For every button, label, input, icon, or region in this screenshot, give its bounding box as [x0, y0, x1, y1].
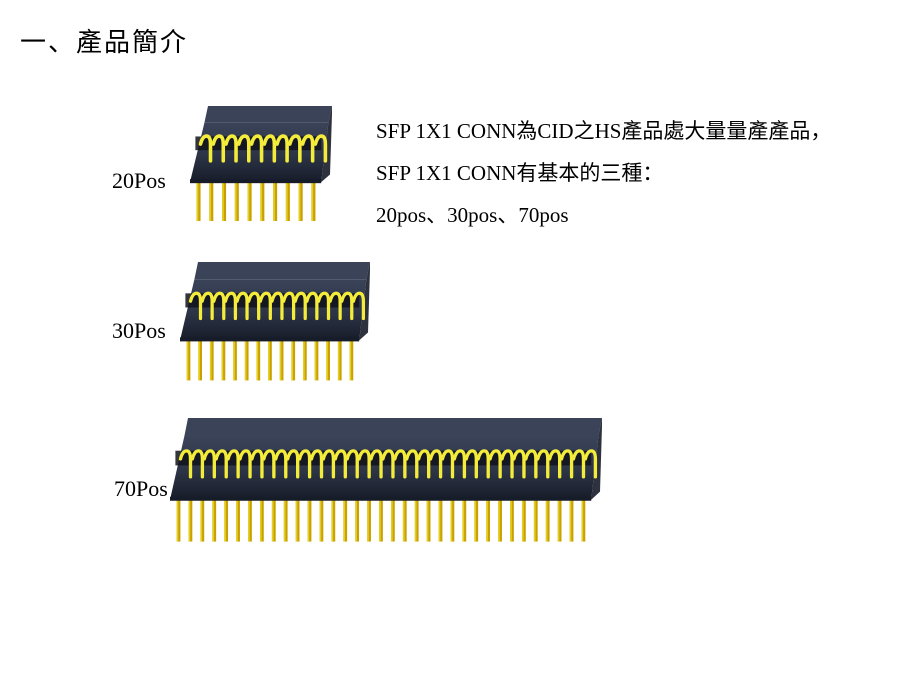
label-70pos: 70Pos — [114, 476, 168, 502]
label-20pos: 20Pos — [112, 168, 166, 194]
connector-20pos-image — [190, 106, 332, 242]
connector-70pos-image — [170, 418, 602, 564]
description-line-3: 20pos、30pos、70pos — [376, 194, 886, 236]
description-block: SFP 1X1 CONN為CID之HS產品處大量量產產品， SFP 1X1 CO… — [376, 110, 886, 236]
connector-30pos-image — [180, 262, 370, 402]
label-30pos: 30Pos — [112, 318, 166, 344]
description-line-1: SFP 1X1 CONN為CID之HS產品處大量量產產品， — [376, 110, 886, 152]
page: 一、產品簡介 20Pos 30Pos 70Pos SFP 1X1 CONN為CI… — [0, 0, 920, 690]
section-title: 一、產品簡介 — [20, 22, 188, 59]
description-line-2: SFP 1X1 CONN有基本的三種： — [376, 152, 886, 194]
